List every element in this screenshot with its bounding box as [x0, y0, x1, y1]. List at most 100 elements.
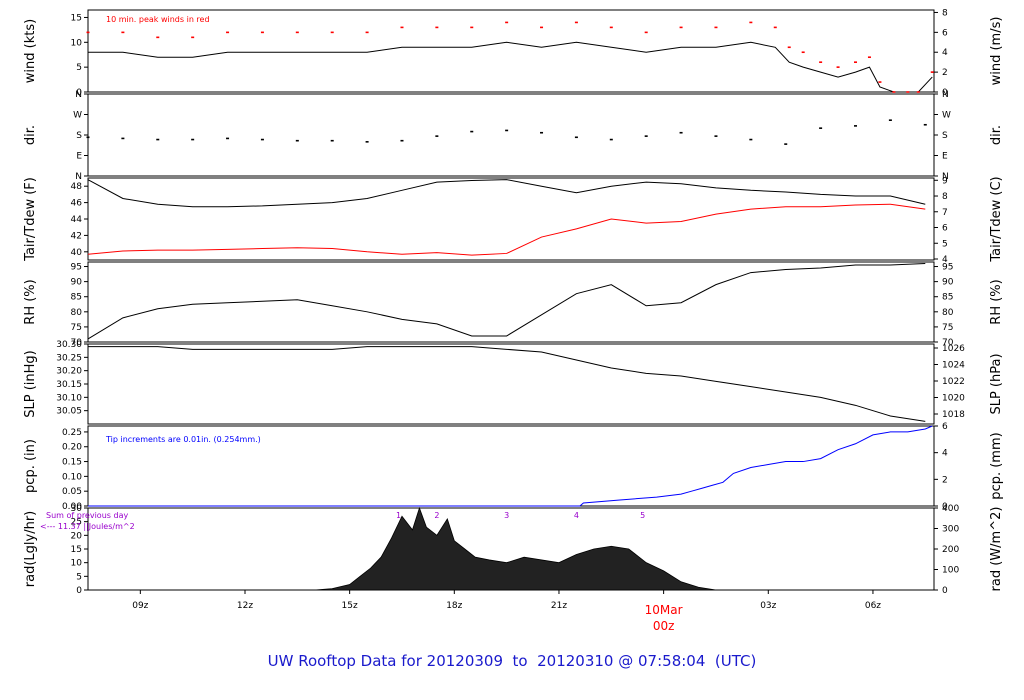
y-tick-label-right: E [942, 152, 948, 162]
direction-point [295, 139, 299, 142]
radiation-area [314, 506, 717, 591]
direction-point [923, 123, 927, 126]
y-tick-label: 0.00 [62, 502, 82, 512]
series-line-tair [87, 179, 926, 208]
peak-wind-point [906, 91, 910, 93]
y-tick-label-right: 6 [942, 422, 948, 432]
x-tick-label: 03z [760, 601, 776, 611]
y-tick-label-right: 5 [942, 239, 948, 249]
peak-wind-point [836, 66, 840, 68]
y-tick-label-right: 9 [942, 176, 948, 186]
direction-point [819, 127, 823, 129]
y-tick-label-right: N [942, 172, 949, 182]
y-tick-label-right: 0 [942, 88, 948, 98]
direction-point [854, 125, 858, 127]
y-tick-label: 30.15 [56, 380, 82, 390]
direction-point [121, 137, 125, 140]
time-axis: 09z 12z 15z 18z 21z 03z 06z 10Mar 00z [132, 590, 881, 633]
peak-wind-point [86, 31, 90, 34]
direction-point [679, 131, 683, 134]
direction-point [470, 130, 474, 133]
direction-point [540, 131, 544, 134]
y-tick-label-right: 4 [942, 449, 948, 459]
y-tick-label: 30.05 [56, 407, 82, 417]
date-label-sub: 00z [653, 619, 675, 633]
series-line [88, 425, 933, 507]
y-tick-label: 30 [71, 504, 83, 514]
direction-point [609, 138, 613, 141]
y-tick-label: 30.10 [56, 393, 82, 403]
panel-rh: 70 75 80 85 90 95 70 75 80 85 90 95 RH (%) RH (%) [23, 261, 1004, 348]
y-tick-label: 40 [71, 248, 83, 258]
date-label: 10Mar [645, 603, 683, 617]
y-tick-label: 0.20 [62, 443, 82, 453]
y-tick-label: 80 [71, 308, 83, 318]
y-tick-label-right: W [942, 111, 951, 121]
peak-wind-point [679, 26, 683, 29]
radiation-hour-marker: 2 [434, 511, 439, 520]
direction-point [365, 141, 369, 143]
y-tick-label: 46 [71, 199, 83, 209]
y-tick-label-right: 75 [942, 323, 953, 333]
peak-wind-point [787, 46, 791, 49]
y-tick-label: 48 [71, 182, 83, 192]
direction-point [749, 138, 753, 141]
y-tick-label-right: 2 [942, 475, 948, 485]
y-tick-label: 30.20 [56, 367, 82, 377]
y-axis-label-right: SLP (hPa) [989, 353, 1004, 414]
y-tick-label-right: S [942, 131, 948, 141]
y-tick-label: 0.15 [62, 458, 82, 468]
peak-wind-point [930, 71, 934, 73]
y-tick-label: 10 [71, 559, 83, 569]
y-tick-label-right: 300 [942, 525, 959, 535]
direction-point [330, 139, 334, 142]
y-tick-label: 75 [71, 323, 82, 333]
y-tick-label-right: 1024 [942, 361, 965, 371]
y-tick-label: 44 [71, 215, 83, 225]
peak-wind-point [121, 31, 125, 34]
peak-wind-point [540, 26, 544, 29]
y-axis-label-right: wind (m/s) [989, 17, 1004, 86]
panel-annotation: Tip increments are 0.01in. (0.254mm.) [105, 435, 261, 444]
y-tick-label-right: 70 [942, 338, 954, 348]
y-axis-label: rad(Lgly/hr) [23, 511, 38, 587]
peak-wind-point [801, 51, 805, 54]
y-tick-label-right: 200 [942, 545, 959, 555]
direction-point [784, 143, 788, 145]
peak-wind-point [156, 36, 160, 39]
y-tick-label-right: 0 [942, 586, 948, 596]
peak-wind-point [470, 26, 474, 29]
x-tick-label: 15z [342, 601, 358, 611]
y-tick-label: 0 [76, 586, 82, 596]
y-tick-label-right: 4 [942, 255, 948, 265]
y-tick-label: 20 [71, 531, 83, 541]
y-tick-label: 30.30 [56, 340, 82, 350]
y-axis-label: SLP (inHg) [23, 350, 38, 418]
peak-wind-point [644, 31, 648, 34]
y-tick-label-right: 1022 [942, 377, 965, 387]
peak-wind-point [819, 61, 823, 63]
y-tick-label: 0.25 [62, 428, 82, 438]
y-tick-label: 0 [76, 88, 82, 98]
peak-wind-point [505, 21, 509, 24]
y-axis-label: wind (kts) [23, 19, 38, 83]
peak-wind-point [749, 21, 753, 24]
series-line-tdew [87, 203, 926, 256]
peak-wind-point [574, 21, 578, 24]
y-tick-label-right: 95 [942, 263, 953, 273]
y-axis-label-right: Tair/Tdew (C) [989, 176, 1004, 262]
peak-wind-point [260, 31, 264, 34]
direction-point [156, 138, 160, 141]
peak-wind-point [226, 31, 230, 34]
peak-wind-point [854, 61, 858, 63]
radiation-hour-marker: 3 [504, 511, 509, 520]
direction-point [191, 138, 195, 141]
peak-wind-point [609, 26, 613, 29]
y-tick-label-right: 100 [942, 566, 959, 576]
chart-footer-title: UW Rooftop Data for 20120309 to 20120310… [267, 652, 757, 670]
y-tick-label: 0.05 [62, 487, 82, 497]
y-tick-label: 15 [71, 13, 82, 23]
direction-point [226, 137, 230, 140]
radiation-hour-marker: 4 [574, 511, 579, 520]
